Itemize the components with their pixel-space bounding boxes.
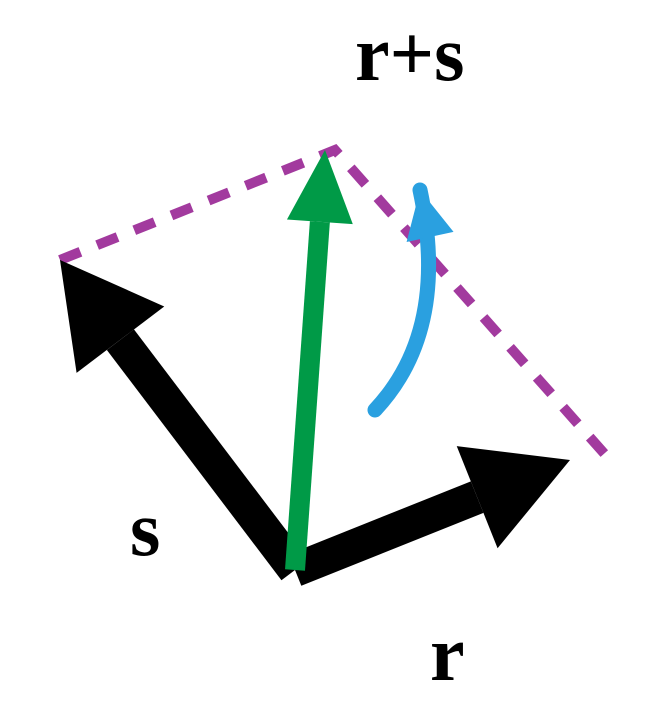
vector-s <box>60 260 295 570</box>
curve-arrow-icon <box>375 190 454 410</box>
label-sum: r+s <box>355 10 464 97</box>
vector-sum <box>287 150 353 570</box>
label-r: r <box>430 610 465 697</box>
vector-r <box>295 446 570 570</box>
vector-addition-diagram: s r r+s <box>0 0 650 720</box>
label-s: s <box>130 485 160 572</box>
